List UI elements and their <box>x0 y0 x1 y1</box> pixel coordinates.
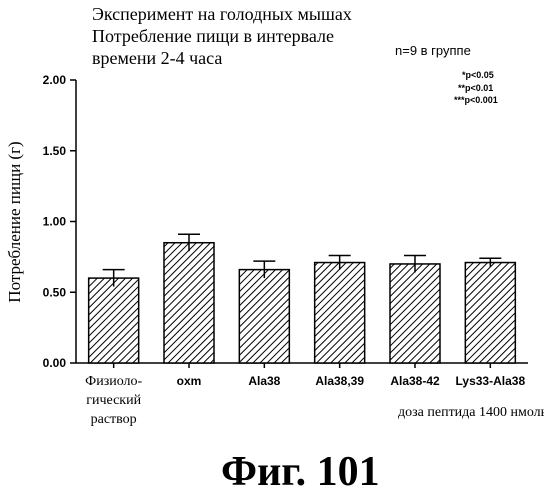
error-bars <box>103 234 502 286</box>
bar <box>239 270 289 363</box>
bar <box>315 263 365 363</box>
x-tick-label: Ala38 <box>248 374 280 388</box>
sample-size-note: n=9 в группе <box>395 43 471 58</box>
figure-caption: Фиг. 101 <box>221 449 380 495</box>
x-tick-label: гический <box>86 393 141 408</box>
y-tick-label: 1.00 <box>43 215 67 229</box>
y-tick-label: 2.00 <box>43 73 67 87</box>
x-tick-label: Ala38,39 <box>315 374 364 388</box>
bar <box>465 263 515 363</box>
chart-title-line-2: Потребление пищи в интервале <box>92 26 334 46</box>
x-tick-label: Физиоло- <box>85 374 142 389</box>
x-tick-label: oxm <box>177 374 202 388</box>
y-tick-label: 0.00 <box>43 356 67 370</box>
bar <box>390 264 440 363</box>
x-tick-label: Lys33-Ala38 <box>456 374 526 388</box>
chart-title-line-1: Эксперимент на голодных мышах <box>92 4 352 24</box>
y-tick-label: 1.50 <box>43 144 67 158</box>
x-tick-label: Ala38-42 <box>390 374 440 388</box>
dose-note: доза пептида 1400 нмоль/кг <box>398 405 544 420</box>
y-axis-label: Потребление пищи (г) <box>5 141 24 302</box>
significance-legend-1: *p<0.05 <box>462 70 494 80</box>
bars <box>89 243 516 363</box>
y-tick-labels: 0.00 0.50 1.00 1.50 2.00 <box>43 73 67 370</box>
bar <box>164 243 214 363</box>
x-tick-label: раствор <box>91 412 137 427</box>
significance-legend-2: **p<0.01 <box>458 83 493 93</box>
chart-title-line-3: времени 2-4 часа <box>92 48 222 68</box>
bar <box>89 278 139 363</box>
y-tick-label: 0.50 <box>43 285 67 299</box>
significance-legend-3: ***p<0.001 <box>454 95 498 105</box>
